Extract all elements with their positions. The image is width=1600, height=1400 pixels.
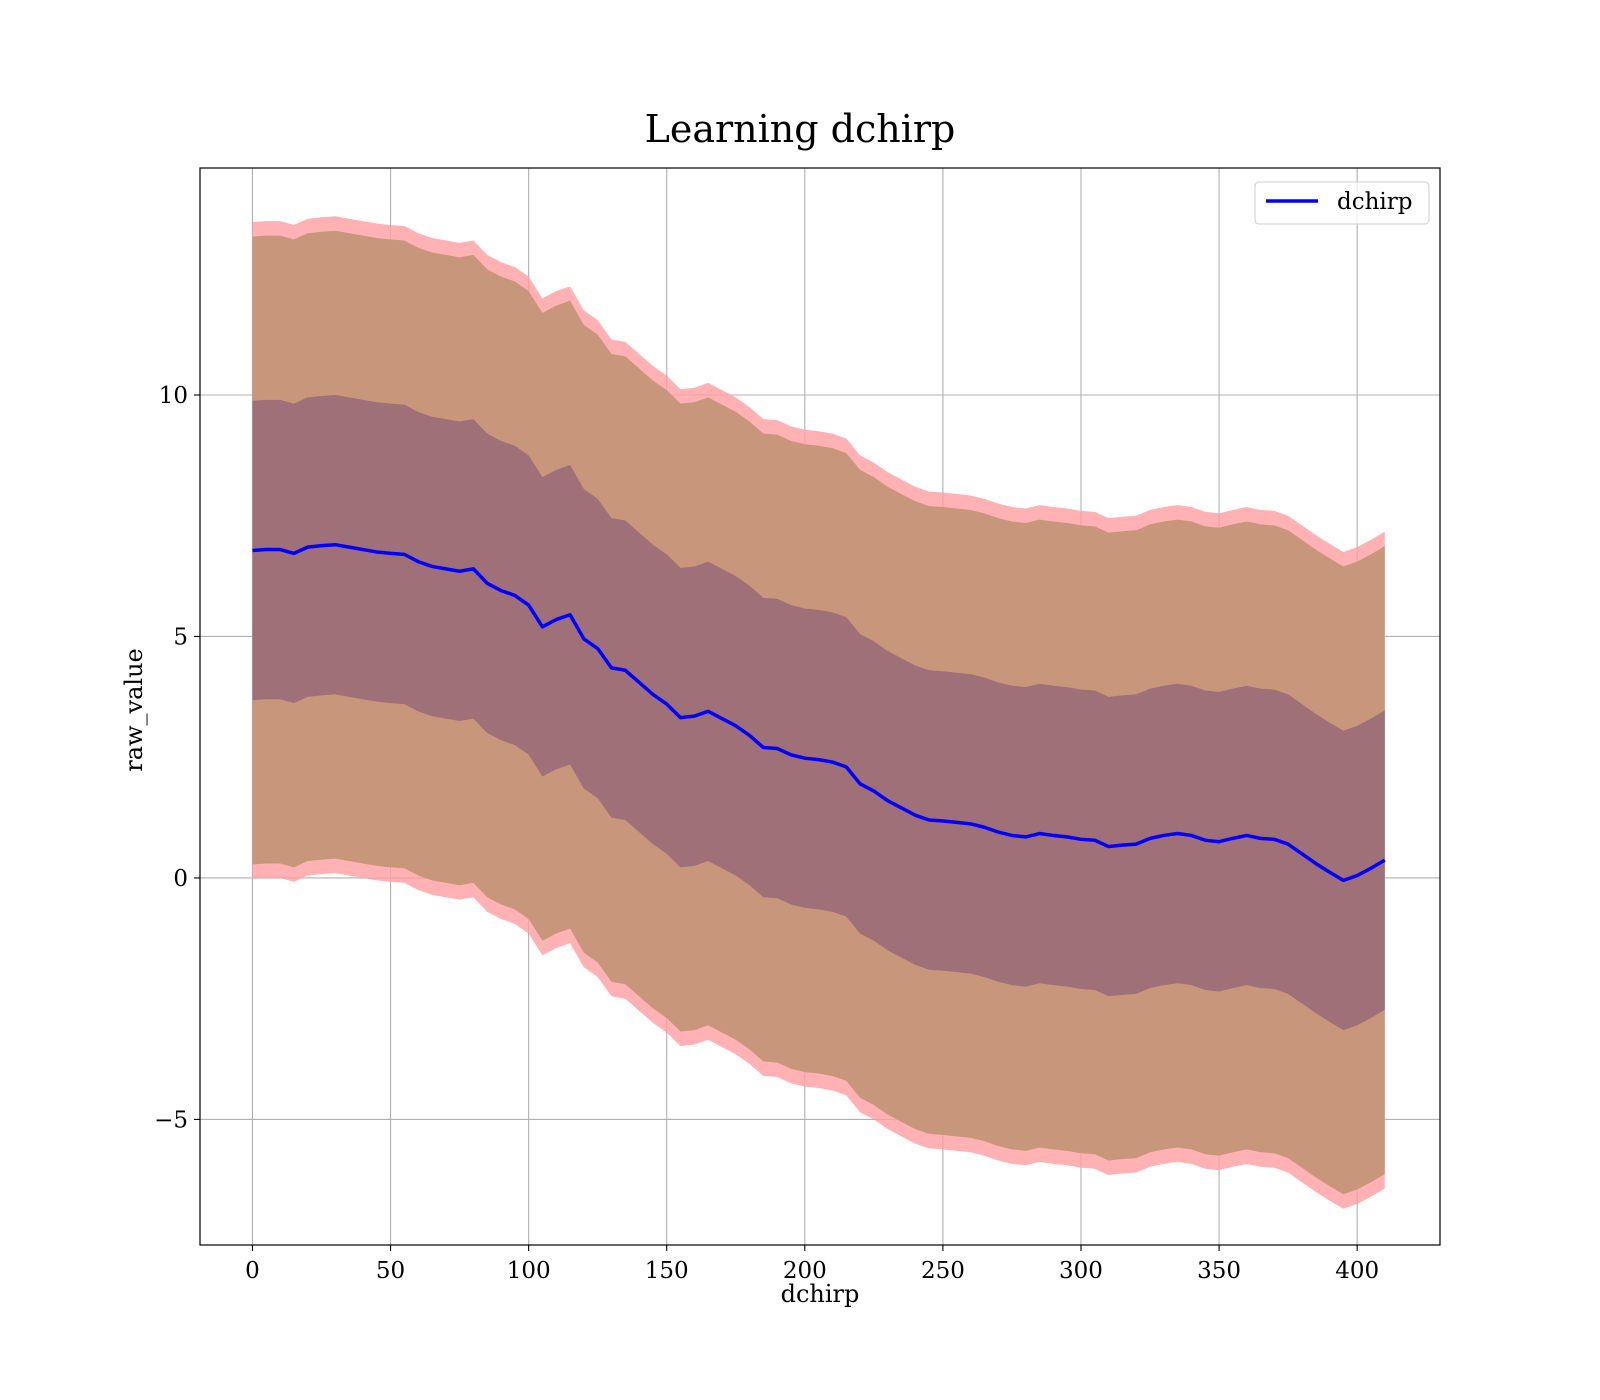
x-tick-label: 350 (1197, 1258, 1241, 1284)
legend: dchirp (1254, 181, 1430, 225)
inner-band (252, 394, 1385, 1031)
plot-area (199, 167, 1441, 1246)
x-tick-label: 200 (783, 1258, 827, 1284)
plot-frame (199, 167, 1441, 1246)
y-tick-label: 0 (173, 866, 188, 892)
x-tick-label: 400 (1335, 1258, 1379, 1284)
legend-entry-dchirp: dchirp (1337, 189, 1413, 215)
y-axis-label: raw_value (120, 648, 148, 772)
x-tick-label: 50 (376, 1258, 405, 1284)
y-axis: −5 0 5 10 (154, 383, 200, 1133)
x-axis-label: dchirp (781, 1280, 860, 1308)
y-tick-label: 5 (173, 624, 188, 650)
x-tick-label: 150 (645, 1258, 689, 1284)
y-tick-label: 10 (159, 383, 188, 409)
bands (252, 216, 1385, 1209)
series-line-dchirp (252, 542, 1386, 883)
legend-box (1254, 181, 1430, 225)
x-axis: 0 50 100 150 200 250 300 350 400 (245, 1245, 1379, 1284)
series (252, 542, 1386, 883)
chart-title: Learning dchirp (645, 107, 956, 151)
x-tick-label: 0 (245, 1258, 260, 1284)
x-tick-label: 250 (921, 1258, 965, 1284)
x-tick-label: 100 (507, 1258, 551, 1284)
x-tick-label: 300 (1059, 1258, 1103, 1284)
y-tick-label: −5 (154, 1107, 188, 1133)
